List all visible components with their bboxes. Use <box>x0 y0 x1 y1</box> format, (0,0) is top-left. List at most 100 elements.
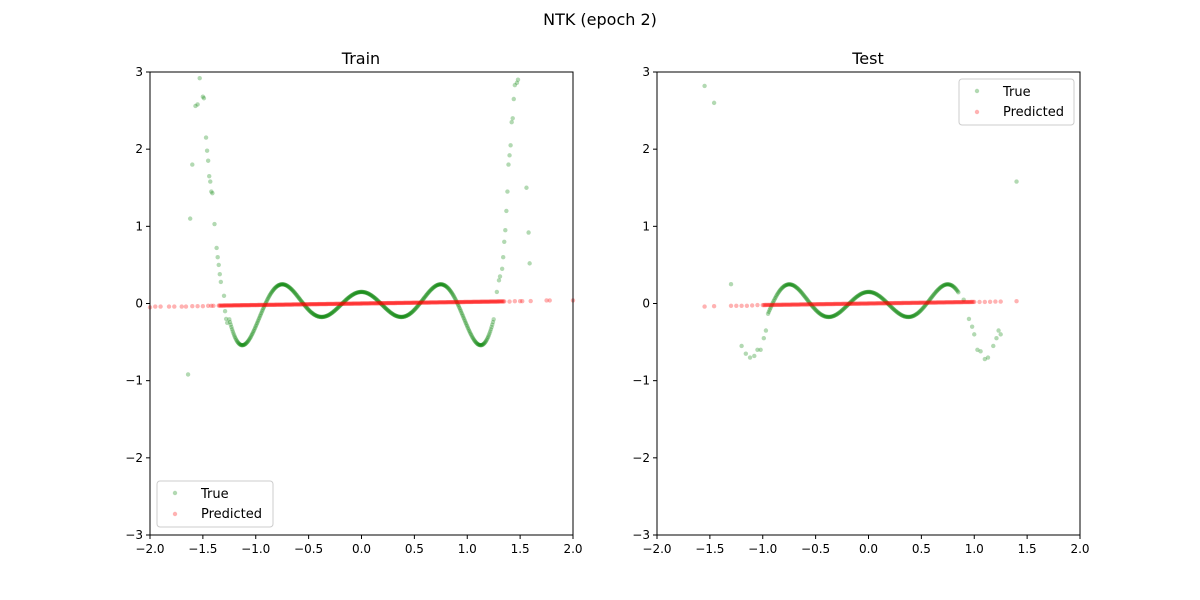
train-true-point <box>309 310 314 315</box>
train-true-point <box>448 289 454 295</box>
test-true-point <box>825 314 830 320</box>
train-true-point <box>524 185 529 190</box>
test-true-point <box>901 313 906 319</box>
test-true-point <box>860 290 866 296</box>
test-true-point <box>773 295 778 301</box>
test-true-point <box>842 305 847 311</box>
train-predicted-point <box>336 301 342 307</box>
train-true-point <box>296 295 302 301</box>
train-true-point <box>471 337 477 343</box>
train-true-point <box>410 309 415 314</box>
test-predicted-point <box>791 302 796 307</box>
train-true-point <box>246 337 252 343</box>
train-true-point <box>248 334 254 339</box>
train-predicted-point <box>517 298 523 304</box>
train-predicted-point <box>312 301 317 307</box>
train-predicted-point <box>300 302 305 307</box>
train-true-point <box>271 287 276 293</box>
train-true-point <box>310 311 316 316</box>
train-true-point <box>333 307 338 313</box>
train-predicted-point <box>228 303 234 308</box>
test-true-point <box>775 291 780 297</box>
train-true-point <box>402 314 408 319</box>
train-predicted-point <box>342 301 347 306</box>
train-predicted-point <box>346 301 351 306</box>
test-predicted-point <box>885 301 891 306</box>
test-predicted-point <box>826 301 831 307</box>
train-true-point <box>297 296 302 302</box>
train-predicted-point <box>325 301 330 307</box>
test-predicted-point <box>711 304 717 309</box>
train-predicted-point <box>318 301 324 307</box>
train-predicted-point <box>239 303 244 308</box>
train-predicted-point <box>494 299 499 304</box>
train-true-point <box>347 294 353 299</box>
train-true-point <box>461 315 466 321</box>
test-true-point <box>850 298 855 303</box>
test-predicted-point <box>769 302 774 308</box>
train-true-point <box>322 314 328 319</box>
train-predicted-point <box>482 299 487 304</box>
test-predicted-point <box>929 300 934 305</box>
train-true-point <box>404 313 409 319</box>
test-true-point <box>898 312 903 317</box>
train-predicted-point <box>320 301 326 307</box>
train-true-point <box>438 282 443 287</box>
train-predicted-point <box>275 302 281 307</box>
test-true-point <box>782 283 787 288</box>
train-predicted-point <box>333 301 338 307</box>
train-predicted-point <box>308 302 313 307</box>
train-predicted-point <box>326 301 331 307</box>
train-true-point <box>483 338 489 344</box>
test-true-point <box>882 298 888 304</box>
test-predicted-point <box>836 301 841 307</box>
test-ytick-label: 1 <box>642 219 650 233</box>
train-true-point <box>419 298 425 304</box>
train-true-point <box>236 340 241 346</box>
test-predicted-point <box>734 303 739 309</box>
train-predicted-point <box>402 300 408 306</box>
train-true-point <box>261 304 267 309</box>
train-true-point <box>363 290 368 295</box>
test-predicted-point <box>932 300 938 305</box>
train-predicted-point <box>166 304 172 309</box>
test-predicted-point <box>814 302 820 307</box>
test-true-point <box>793 284 799 290</box>
train-true-point <box>215 255 220 260</box>
test-true-point <box>812 306 817 311</box>
test-true-point <box>936 287 941 292</box>
train-true-point <box>275 283 280 289</box>
test-true-point <box>907 314 912 320</box>
train-true-point <box>464 322 469 327</box>
test-true-point <box>862 290 867 295</box>
test-predicted-point <box>760 302 765 308</box>
test-true-point <box>856 293 862 298</box>
train-true-point <box>386 308 391 313</box>
train-predicted-point <box>277 302 283 307</box>
train-true-point <box>368 292 374 298</box>
train-true-point <box>271 286 277 292</box>
test-true-point <box>788 282 794 287</box>
train-true-point <box>444 284 450 290</box>
test-true-point <box>966 316 972 322</box>
train-predicted-point <box>497 299 502 304</box>
train-predicted-point <box>428 300 433 305</box>
train-predicted-point <box>249 302 254 308</box>
train-predicted-point <box>397 300 402 306</box>
train-true-point <box>423 293 429 298</box>
test-predicted-point <box>864 301 870 306</box>
train-true-point <box>201 96 207 101</box>
train-predicted-point <box>359 301 365 306</box>
test-predicted-point <box>893 300 898 306</box>
train-true-point <box>320 314 325 320</box>
train-predicted-point <box>448 300 453 305</box>
train-true-point <box>437 282 443 287</box>
test-true-point <box>903 314 909 319</box>
train-predicted-point <box>341 301 347 306</box>
train-true-point <box>291 289 296 294</box>
test-true-point <box>773 294 779 299</box>
train-true-point <box>284 283 289 288</box>
train-predicted-point <box>260 302 265 308</box>
train-true-point <box>471 336 476 342</box>
test-true-point <box>828 314 834 319</box>
